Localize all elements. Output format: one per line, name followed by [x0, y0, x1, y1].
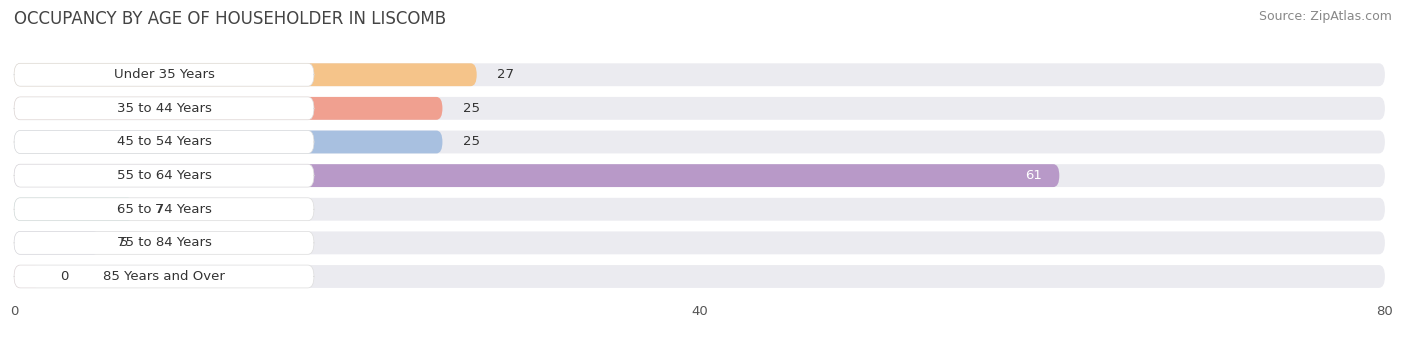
Text: OCCUPANCY BY AGE OF HOUSEHOLDER IN LISCOMB: OCCUPANCY BY AGE OF HOUSEHOLDER IN LISCO… — [14, 10, 446, 28]
FancyBboxPatch shape — [14, 265, 1385, 288]
FancyBboxPatch shape — [14, 131, 1385, 153]
Text: 35 to 44 Years: 35 to 44 Years — [117, 102, 211, 115]
FancyBboxPatch shape — [14, 232, 314, 254]
FancyBboxPatch shape — [14, 198, 1385, 221]
FancyBboxPatch shape — [14, 97, 314, 120]
Text: 0: 0 — [60, 270, 69, 283]
FancyBboxPatch shape — [14, 164, 1385, 187]
Text: 25: 25 — [463, 135, 479, 148]
Text: 5: 5 — [121, 236, 129, 249]
FancyBboxPatch shape — [14, 232, 1385, 254]
FancyBboxPatch shape — [14, 131, 443, 153]
Text: 45 to 54 Years: 45 to 54 Years — [117, 135, 211, 148]
Text: 27: 27 — [498, 68, 515, 81]
FancyBboxPatch shape — [14, 198, 314, 221]
FancyBboxPatch shape — [14, 164, 1059, 187]
Text: 85 Years and Over: 85 Years and Over — [103, 270, 225, 283]
Text: 25: 25 — [463, 102, 479, 115]
FancyBboxPatch shape — [14, 63, 477, 86]
FancyBboxPatch shape — [14, 232, 100, 254]
FancyBboxPatch shape — [14, 198, 134, 221]
Text: 75 to 84 Years: 75 to 84 Years — [117, 236, 211, 249]
FancyBboxPatch shape — [14, 265, 314, 288]
Text: 55 to 64 Years: 55 to 64 Years — [117, 169, 211, 182]
Text: Source: ZipAtlas.com: Source: ZipAtlas.com — [1258, 10, 1392, 23]
FancyBboxPatch shape — [14, 131, 314, 153]
FancyBboxPatch shape — [14, 164, 314, 187]
Text: 65 to 74 Years: 65 to 74 Years — [117, 203, 211, 216]
FancyBboxPatch shape — [14, 63, 314, 86]
FancyBboxPatch shape — [14, 63, 1385, 86]
FancyBboxPatch shape — [14, 265, 39, 288]
Text: 61: 61 — [1025, 169, 1042, 182]
FancyBboxPatch shape — [14, 97, 1385, 120]
FancyBboxPatch shape — [14, 97, 443, 120]
Text: Under 35 Years: Under 35 Years — [114, 68, 215, 81]
Text: 7: 7 — [155, 203, 163, 216]
